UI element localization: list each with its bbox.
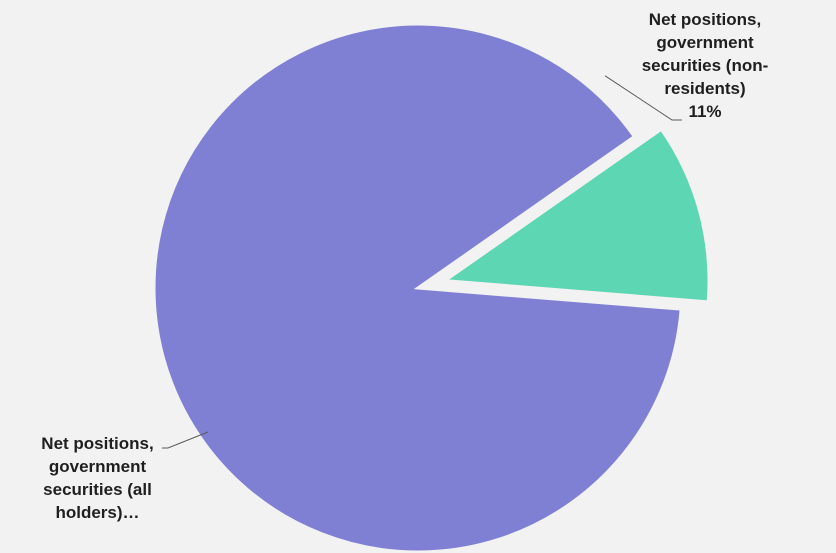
slice-label-all-holders: Net positions, government securities (al… xyxy=(10,432,185,524)
pie-slice-1 xyxy=(152,22,683,553)
leader-line-0 xyxy=(604,75,682,121)
slice-label-line: government xyxy=(48,457,147,476)
slice-label-line: residents) xyxy=(664,79,746,98)
slice-label-line: government xyxy=(656,33,754,52)
slice-label-non-residents: Net positions, government securities (no… xyxy=(620,8,790,123)
slice-label-line: securities (all xyxy=(43,480,152,499)
slice-label-line: Net positions, xyxy=(648,10,762,29)
pie-slice-0 xyxy=(440,127,711,304)
slice-label-line: securities (non- xyxy=(641,56,769,75)
slice-value-label: 11% xyxy=(688,102,722,121)
leader-line-1 xyxy=(162,431,209,449)
slice-label-line: Net positions, xyxy=(41,434,154,453)
slice-label-line: holders)… xyxy=(55,503,140,522)
